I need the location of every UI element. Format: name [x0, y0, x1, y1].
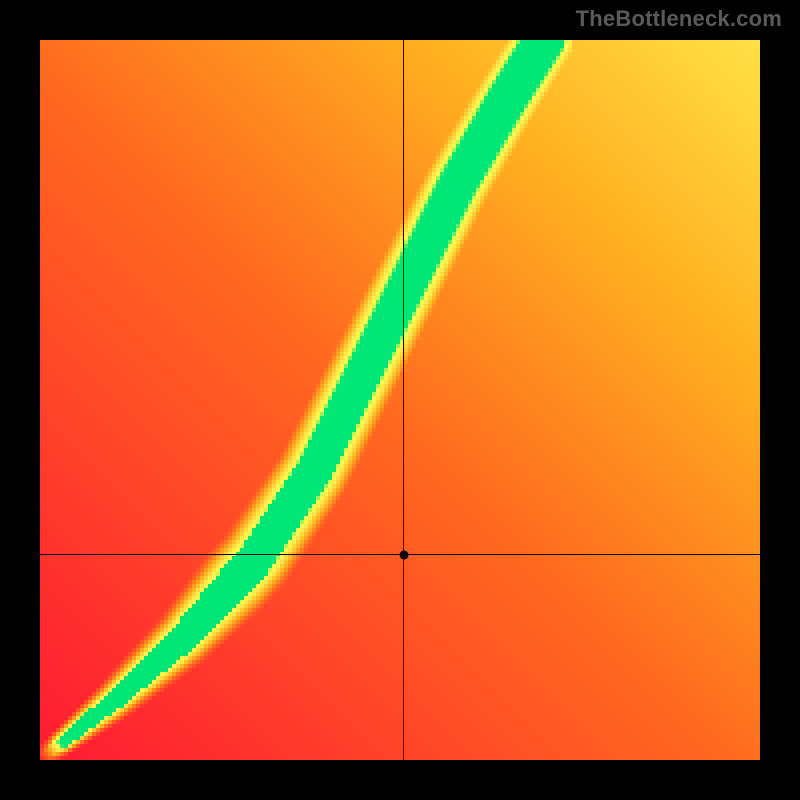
chart-container: TheBottleneck.com [0, 0, 800, 800]
heatmap-canvas [40, 40, 760, 760]
watermark-label: TheBottleneck.com [576, 6, 782, 32]
heatmap-plot [40, 40, 760, 760]
crosshair-point [399, 550, 408, 559]
crosshair-vertical [403, 40, 404, 760]
